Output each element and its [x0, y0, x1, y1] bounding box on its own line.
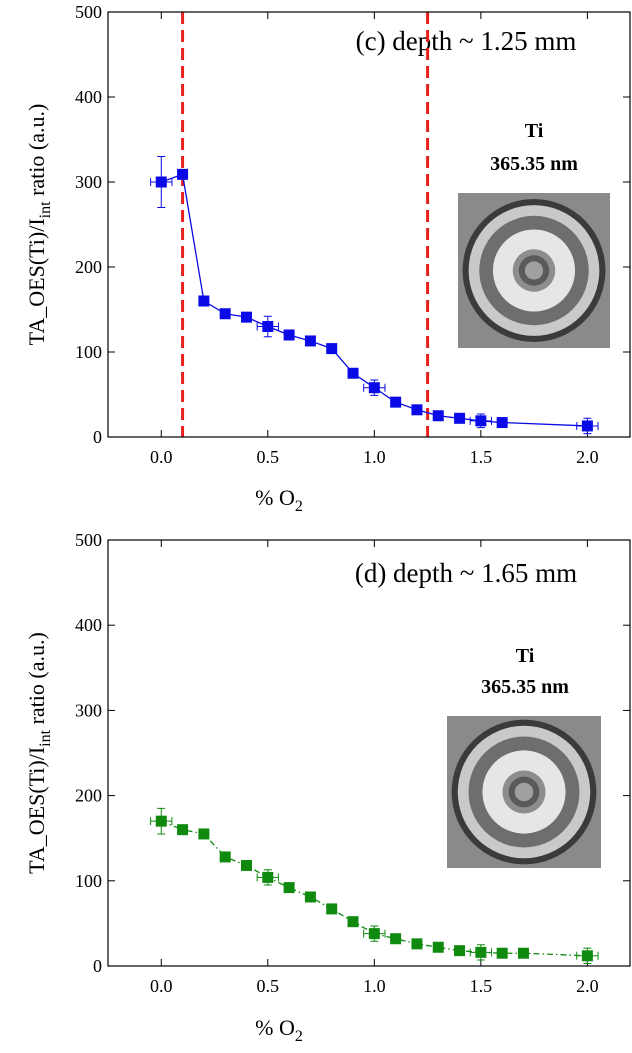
marker [347, 367, 359, 379]
photo-ring [524, 261, 544, 280]
y-tick-label: 100 [75, 342, 102, 362]
x-axis-label-sub: 2 [295, 498, 303, 515]
marker [262, 321, 274, 332]
inset-label: Ti [525, 120, 544, 142]
marker [177, 824, 189, 836]
marker [177, 168, 189, 180]
marker [283, 329, 295, 341]
marker [475, 946, 487, 958]
marker [411, 938, 423, 950]
y-tick-label: 300 [75, 700, 102, 720]
marker [496, 417, 508, 429]
y-tick-label: 300 [75, 172, 102, 192]
marker [390, 396, 402, 408]
annotation: (c) depth ~ 1.25 mm [356, 26, 577, 56]
x-axis-label: % O2 [255, 485, 303, 515]
inset-label: 365.35 nm [481, 676, 569, 698]
marker [475, 415, 487, 427]
x-axis-label-text: % O [255, 1015, 295, 1040]
marker [454, 412, 466, 424]
inset-label: 365.35 nm [490, 153, 578, 175]
x-tick-label: 1.5 [470, 976, 493, 996]
marker [390, 933, 402, 945]
x-axis-label-sub: 2 [295, 1028, 303, 1045]
marker [454, 945, 466, 957]
y-axis-label-sub: int [37, 729, 54, 746]
y-tick-label: 500 [75, 2, 102, 22]
marker [368, 382, 380, 394]
marker [198, 295, 210, 307]
y-tick-label: 400 [75, 87, 102, 107]
marker [155, 176, 167, 188]
y-tick-label: 500 [75, 530, 102, 550]
x-tick-label: 1.5 [470, 447, 493, 467]
x-tick-label: 1.0 [363, 976, 386, 996]
y-axis-label-tail: ratio (a.u.) [24, 104, 49, 202]
y-axis-label: TA_OES(Ti)/Iint ratio (a.u.) [24, 104, 54, 346]
inset-label: Ti [516, 645, 535, 667]
x-tick-label: 1.0 [363, 447, 386, 467]
y-axis-label-tail: ratio (a.u.) [24, 632, 49, 730]
photo-ring [514, 782, 534, 802]
plot-frame [107, 539, 631, 967]
x-tick-label: 0.5 [257, 976, 280, 996]
marker [304, 891, 316, 903]
marker [262, 871, 274, 883]
x-tick-label: 0.0 [150, 447, 173, 467]
marker [198, 828, 210, 840]
marker [240, 311, 252, 323]
marker [240, 859, 252, 871]
marker [581, 950, 593, 962]
marker [219, 308, 231, 320]
marker [326, 903, 338, 915]
marker [283, 882, 295, 894]
x-tick-label: 2.0 [576, 976, 599, 996]
marker [347, 916, 359, 928]
marker [219, 851, 231, 863]
x-tick-label: 0.0 [150, 976, 173, 996]
marker [432, 410, 444, 422]
y-axis-label: TA_OES(Ti)/Iint ratio (a.u.) [24, 632, 54, 874]
y-axis-label-sub: int [37, 201, 54, 218]
y-tick-label: 100 [75, 871, 102, 891]
y-tick-label: 200 [75, 257, 102, 277]
marker [496, 947, 508, 959]
marker [326, 343, 338, 355]
y-tick-label: 200 [75, 786, 102, 806]
x-axis-label-text: % O [255, 485, 295, 510]
plot-frame [107, 11, 631, 438]
y-tick-label: 400 [75, 615, 102, 635]
marker [411, 404, 423, 416]
x-axis-label: % O2 [255, 1015, 303, 1045]
marker [581, 420, 593, 432]
marker [432, 941, 444, 953]
y-tick-label: 0 [93, 956, 102, 976]
y-axis-label-text: TA_OES(Ti)/I [24, 747, 49, 874]
y-tick-label: 0 [93, 427, 102, 447]
marker [304, 335, 316, 347]
y-axis-label-text: TA_OES(Ti)/I [24, 218, 49, 345]
marker [517, 947, 529, 959]
marker [368, 928, 380, 940]
marker [155, 815, 167, 827]
x-tick-label: 2.0 [576, 447, 599, 467]
x-tick-label: 0.5 [257, 447, 280, 467]
annotation: (d) depth ~ 1.65 mm [355, 558, 577, 588]
